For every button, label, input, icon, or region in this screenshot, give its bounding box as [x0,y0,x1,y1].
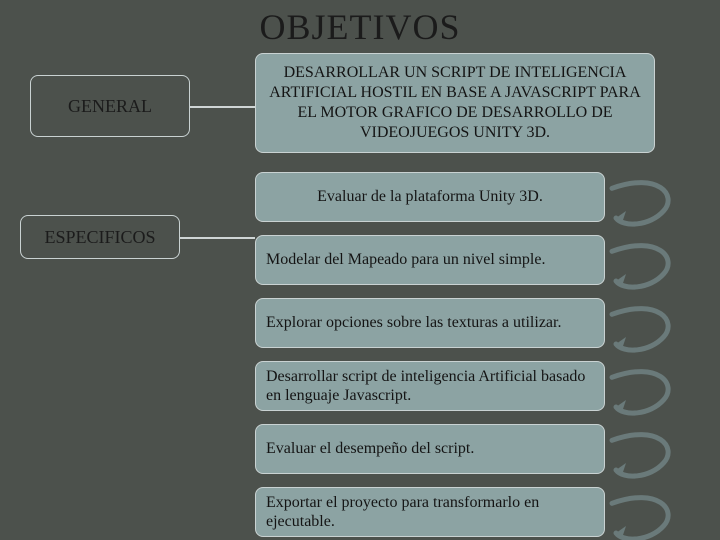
specific-item-text: Modelar del Mapeado para un nivel simple… [266,250,545,269]
specific-item: Evaluar el desempeño del script. [255,424,605,474]
box-general-text: DESARROLLAR UN SCRIPT DE INTELIGENCIA AR… [266,63,644,143]
specific-item-text: Evaluar el desempeño del script. [266,439,474,458]
page-title: OBJETIVOS [0,6,720,48]
label-general-text: GENERAL [68,96,152,117]
specific-item: Desarrollar script de inteligencia Artif… [255,361,605,411]
specific-item: Evaluar de la plataforma Unity 3D. [255,172,605,222]
specific-item-text: Evaluar de la plataforma Unity 3D. [317,187,543,206]
specific-item: Modelar del Mapeado para un nivel simple… [255,235,605,285]
box-general-objective: DESARROLLAR UN SCRIPT DE INTELIGENCIA AR… [255,53,655,153]
connector-specific [180,237,255,239]
label-general: GENERAL [30,75,190,137]
label-specific: ESPECIFICOS [20,215,180,259]
specific-item-text: Explorar opciones sobre las texturas a u… [266,313,561,332]
specific-item-text: Desarrollar script de inteligencia Artif… [266,367,594,405]
label-specific-text: ESPECIFICOS [44,227,155,248]
specific-item: Exportar el proyecto para transformarlo … [255,487,605,537]
specific-item: Explorar opciones sobre las texturas a u… [255,298,605,348]
connector-general [190,106,255,108]
specific-item-text: Exportar el proyecto para transformarlo … [266,493,594,531]
